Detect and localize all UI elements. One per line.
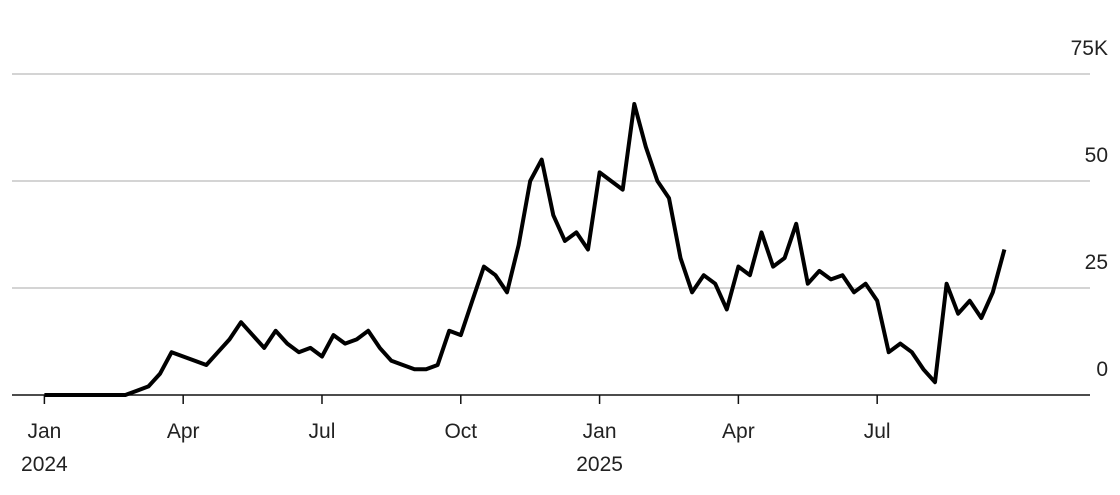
x-tick-label: Jul (864, 420, 891, 443)
x-tick-label: Jan (27, 420, 61, 443)
y-tick-label: 75K (1071, 37, 1108, 60)
x-tick-label: Apr (722, 420, 755, 443)
line (44, 102, 1007, 397)
y-tick-label: 25 (1085, 251, 1108, 274)
y-tick-label: 0 (1096, 358, 1108, 381)
x-tick-label: Jul (309, 420, 336, 443)
x-year-label: 2025 (576, 453, 623, 476)
y-tick-label: 50 (1085, 144, 1108, 167)
x-tick-label: Oct (444, 420, 477, 443)
x-tick-label: Jan (583, 420, 617, 443)
x-tick-label: Apr (167, 420, 200, 443)
x-year-label: 2024 (21, 453, 68, 476)
